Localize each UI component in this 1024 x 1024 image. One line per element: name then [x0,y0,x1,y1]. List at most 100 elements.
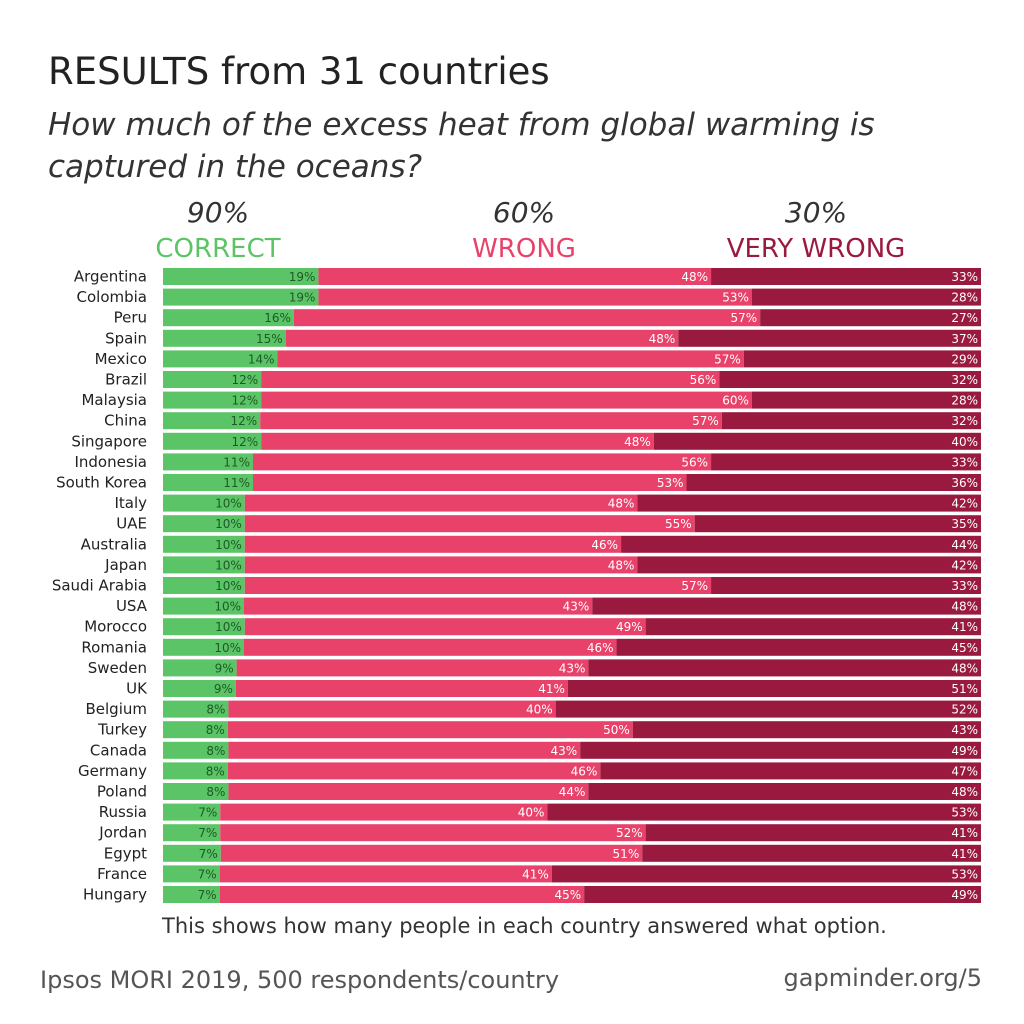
value-label-very-wrong-malaysia: 28% [951,394,978,408]
bar-very-wrong-peru [760,309,981,327]
country-label-malaysia: Malaysia [81,391,147,409]
bar-correct-jordan [163,824,221,842]
bar-wrong-brazil [261,371,720,388]
bar-wrong-malaysia [261,391,752,409]
bar-wrong-belgium [228,700,556,718]
value-label-wrong-jordan: 52% [616,826,643,840]
country-label-south-korea: South Korea [56,474,147,492]
value-label-wrong-hungary: 45% [554,888,581,902]
value-label-correct-peru: 16% [264,311,291,325]
bar-very-wrong-uk [567,680,981,697]
value-label-correct-france: 7% [198,867,217,881]
value-label-correct-morocco: 10% [215,620,242,634]
country-label-russia: Russia [99,803,147,821]
value-label-correct-saudi-arabia: 10% [215,579,242,593]
bar-wrong-mexico [277,350,744,368]
bar-very-wrong-spain [678,329,981,347]
value-label-very-wrong-morocco: 41% [951,620,978,634]
bar-correct-brazil [163,371,262,388]
value-label-very-wrong-china: 32% [951,414,978,428]
value-label-correct-uk: 9% [214,682,233,696]
bar-wrong-australia [244,535,622,553]
country-label-egypt: Egypt [104,844,147,862]
option-very-wrong-label: VERY WRONG [726,234,906,264]
value-label-wrong-poland: 44% [559,785,586,799]
value-label-wrong-belgium: 40% [526,703,553,717]
value-label-correct-romania: 10% [214,641,241,655]
value-label-correct-germany: 8% [206,764,225,778]
country-label-germany: Germany [78,762,147,780]
bar-wrong-uk [235,680,568,697]
bar-wrong-colombia [318,288,752,306]
bar-correct-spain [163,329,286,347]
value-label-correct-uae: 10% [215,517,242,531]
bar-very-wrong-hungary [584,886,981,903]
bar-very-wrong-russia [547,803,981,821]
country-label-uae: UAE [116,515,147,533]
value-label-very-wrong-saudi-arabia: 33% [951,579,978,593]
value-label-very-wrong-peru: 27% [951,311,978,325]
option-correct-value: 90% [186,196,250,229]
bar-very-wrong-morocco [645,618,981,636]
value-label-very-wrong-germany: 47% [951,764,978,778]
bar-wrong-china [260,412,722,430]
value-label-correct-italy: 10% [215,497,242,511]
bar-very-wrong-indonesia [711,453,981,471]
bar-very-wrong-south-korea [686,474,981,491]
country-label-brazil: Brazil [105,371,147,389]
country-label-uk: UK [126,680,148,698]
value-label-very-wrong-hungary: 49% [951,888,978,902]
country-label-sweden: Sweden [88,659,147,677]
bar-wrong-jordan [220,824,646,842]
bar-very-wrong-canada [580,741,981,759]
bar-correct-argentina [163,268,319,285]
value-label-wrong-australia: 46% [591,538,618,552]
country-label-australia: Australia [81,535,147,553]
value-label-correct-egypt: 7% [199,847,218,861]
bar-correct-peru [163,309,294,327]
bar-very-wrong-egypt [642,844,981,862]
value-label-very-wrong-sweden: 48% [951,661,978,675]
bar-correct-colombia [163,288,319,306]
bar-correct-egypt [163,844,221,862]
bar-correct-italy [163,494,245,512]
bar-wrong-indonesia [252,453,712,471]
value-label-very-wrong-romania: 45% [951,641,978,655]
country-label-peru: Peru [114,309,147,327]
bar-very-wrong-usa [592,597,981,615]
bar-correct-germany [163,762,228,780]
value-label-very-wrong-egypt: 41% [951,847,978,861]
value-label-very-wrong-usa: 48% [951,600,978,614]
value-label-correct-mexico: 14% [248,352,275,366]
country-label-hungary: Hungary [83,886,147,904]
bar-very-wrong-poland [588,783,981,800]
bar-very-wrong-sweden [588,659,981,677]
value-label-wrong-china: 57% [692,414,719,428]
bar-correct-russia [163,803,221,821]
value-label-wrong-italy: 48% [608,497,635,511]
bar-very-wrong-jordan [645,824,981,842]
value-label-correct-canada: 8% [206,744,225,758]
value-label-correct-russia: 7% [198,806,217,820]
bar-very-wrong-germany [600,762,981,780]
value-label-correct-argentina: 19% [289,270,316,284]
value-label-correct-australia: 10% [215,538,242,552]
country-label-saudi-arabia: Saudi Arabia [52,577,147,595]
value-label-wrong-germany: 46% [571,764,598,778]
country-label-usa: USA [116,597,148,615]
value-label-wrong-peru: 57% [730,311,757,325]
bar-wrong-italy [244,494,638,512]
value-label-wrong-spain: 48% [649,332,676,346]
value-label-correct-china: 12% [231,414,258,428]
country-label-japan: Japan [104,556,147,574]
source-text: Ipsos MORI 2019, 500 respondents/country [40,966,560,994]
value-label-correct-sweden: 9% [215,661,234,675]
bar-very-wrong-singapore [653,432,981,450]
value-label-correct-belgium: 8% [206,703,225,717]
bar-correct-south-korea [163,474,253,491]
bar-very-wrong-colombia [751,288,981,306]
country-label-turkey: Turkey [97,721,147,739]
value-label-wrong-colombia: 53% [722,291,749,305]
country-label-morocco: Morocco [84,618,147,636]
value-label-correct-brazil: 12% [231,373,258,387]
